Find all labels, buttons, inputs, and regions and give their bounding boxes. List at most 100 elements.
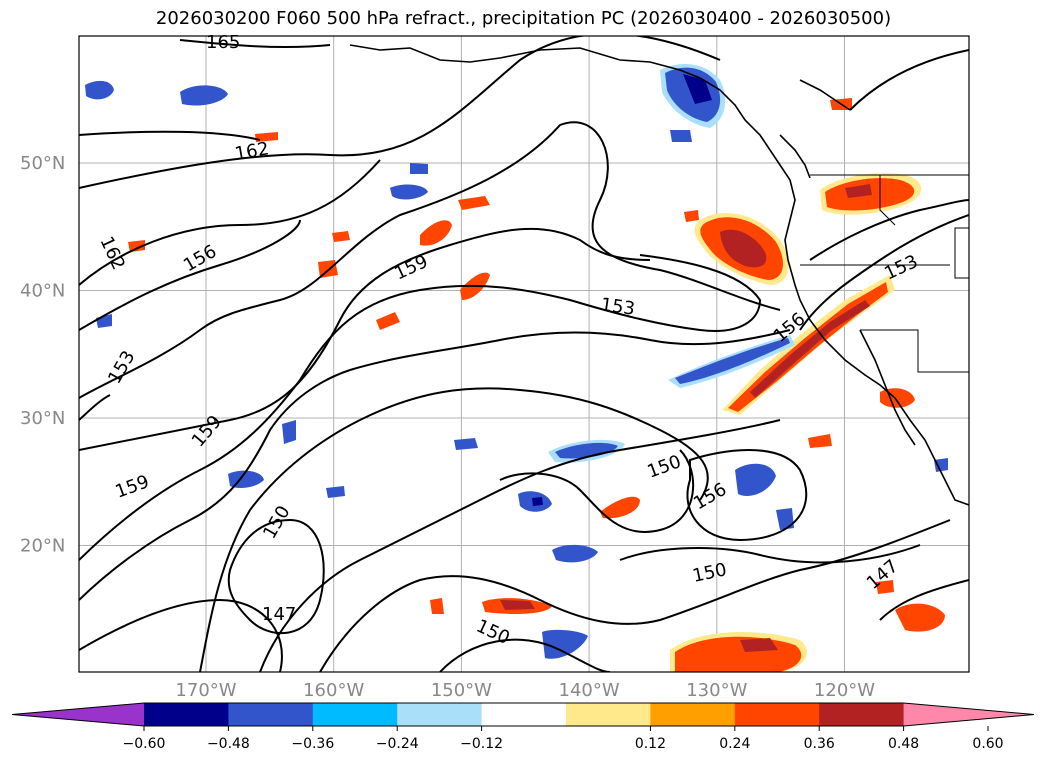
colorbar-tick-label: −0.60	[123, 736, 166, 752]
borders	[800, 174, 969, 373]
contour-line	[227, 518, 325, 634]
colorbar-segment	[650, 703, 736, 726]
longitude-labels: 170°W 160°W 150°W 140°W 130°W 120°W	[175, 680, 875, 701]
contour-line	[259, 419, 781, 672]
colorbar-tick-label: 0.36	[804, 736, 835, 752]
precip-positive-area	[895, 603, 945, 632]
contour-line	[849, 49, 969, 111]
colorbar-tick-label: −0.12	[460, 736, 503, 752]
contour-line	[199, 387, 709, 672]
precip-negative-area	[555, 442, 618, 459]
colorbar-tick-label: −0.24	[376, 736, 419, 752]
contour-line	[879, 579, 969, 621]
precip-positive-area	[740, 638, 778, 652]
contour-line	[499, 449, 694, 533]
contour-label: 165	[206, 32, 240, 53]
precip-negative-area	[552, 544, 598, 563]
precip-positive-area	[376, 312, 400, 330]
precip-negative-area	[735, 463, 776, 496]
precip-positive-area	[876, 580, 894, 594]
precip-positive-area	[808, 434, 832, 448]
precip-negative-area	[326, 486, 345, 498]
contour-line	[79, 219, 301, 331]
colorbar-segment	[228, 703, 314, 726]
precip-positive-area	[255, 132, 278, 142]
contour-line	[79, 36, 721, 189]
contour-line	[686, 449, 808, 542]
contour-line	[809, 199, 969, 261]
precip-positive-area	[845, 184, 872, 198]
border-line	[879, 175, 896, 226]
contour-line	[79, 254, 762, 561]
contour-line	[79, 121, 781, 399]
coastlines	[349, 44, 969, 506]
contour-line	[79, 159, 381, 286]
longitude-label: 120°W	[814, 680, 875, 701]
longitude-label: 150°W	[431, 680, 492, 701]
latitude-label: 40°N	[20, 281, 65, 302]
colorbar-tick-label: −0.48	[207, 736, 250, 752]
contour-line	[79, 227, 651, 451]
coastline	[349, 44, 969, 506]
border-line	[954, 227, 969, 279]
precip-positive-area	[128, 240, 145, 252]
colorbar-segment	[734, 703, 820, 726]
colorbar-segment	[397, 703, 483, 726]
precip-positive-area	[430, 598, 444, 614]
contour-label: 153	[599, 294, 636, 320]
colorbar-segment	[481, 703, 567, 726]
latitude-label: 20°N	[20, 536, 65, 557]
precip-negative-area	[85, 80, 114, 100]
contour-line	[79, 598, 283, 672]
longitude-label: 170°W	[175, 680, 236, 701]
colorbar-tick-label: −0.36	[291, 736, 334, 752]
precip-positive-area	[684, 210, 699, 222]
colorbar-tick-label: 0.60	[972, 736, 1003, 752]
precip-positive-area	[332, 231, 350, 242]
precip-positive-area	[420, 220, 452, 246]
contour-line	[79, 394, 111, 421]
precip-positive-area	[458, 196, 490, 210]
contour-line	[439, 638, 611, 672]
precip-negative-area	[390, 184, 428, 200]
map-frame	[78, 35, 970, 673]
map-panel	[79, 36, 969, 672]
precip-negative-area	[282, 420, 296, 444]
colorbar-segment	[144, 703, 229, 726]
latitude-label: 50°N	[20, 153, 65, 174]
precip-negative-area	[454, 438, 478, 450]
contour-label: 147	[262, 604, 296, 625]
precip-positive-area	[500, 600, 535, 610]
longitude-label: 160°W	[303, 680, 364, 701]
precip-negative-area	[670, 130, 692, 142]
graticule	[79, 36, 969, 672]
contour-line	[319, 519, 951, 672]
contour-line	[79, 130, 261, 141]
colorbar-tick-label: 0.48	[888, 736, 919, 752]
precip-positive-area	[750, 300, 870, 398]
precipitation-areas	[85, 64, 948, 672]
colorbar-segment	[819, 703, 905, 726]
map-title: 2026030200 F060 500 hPa refract., precip…	[155, 8, 892, 29]
precip-positive-area	[600, 496, 640, 519]
colorbar-extend-min	[12, 703, 144, 726]
precip-negative-area	[410, 163, 428, 174]
precip-positive-area	[720, 229, 767, 268]
colorbar-tick-label: 0.12	[635, 736, 666, 752]
border-line	[860, 329, 969, 373]
precip-negative-area	[776, 508, 794, 530]
precip-negative-area	[934, 458, 948, 472]
longitude-label: 130°W	[686, 680, 747, 701]
colorbar-segment	[566, 703, 651, 726]
contour-line	[79, 329, 791, 601]
precip-negative-area	[675, 338, 790, 384]
precip-negative-area	[532, 497, 543, 506]
refractivity-contours	[79, 36, 969, 672]
colorbar: −0.60 −0.48 −0.36 −0.24 −0.12 0.12 0.24 0.36 0.4…	[11, 702, 1035, 752]
coastline	[799, 79, 851, 111]
colorbar-extend-max	[903, 703, 1034, 726]
contour-line	[619, 544, 921, 564]
contour-line	[799, 214, 969, 331]
precip-negative-area	[180, 85, 228, 106]
